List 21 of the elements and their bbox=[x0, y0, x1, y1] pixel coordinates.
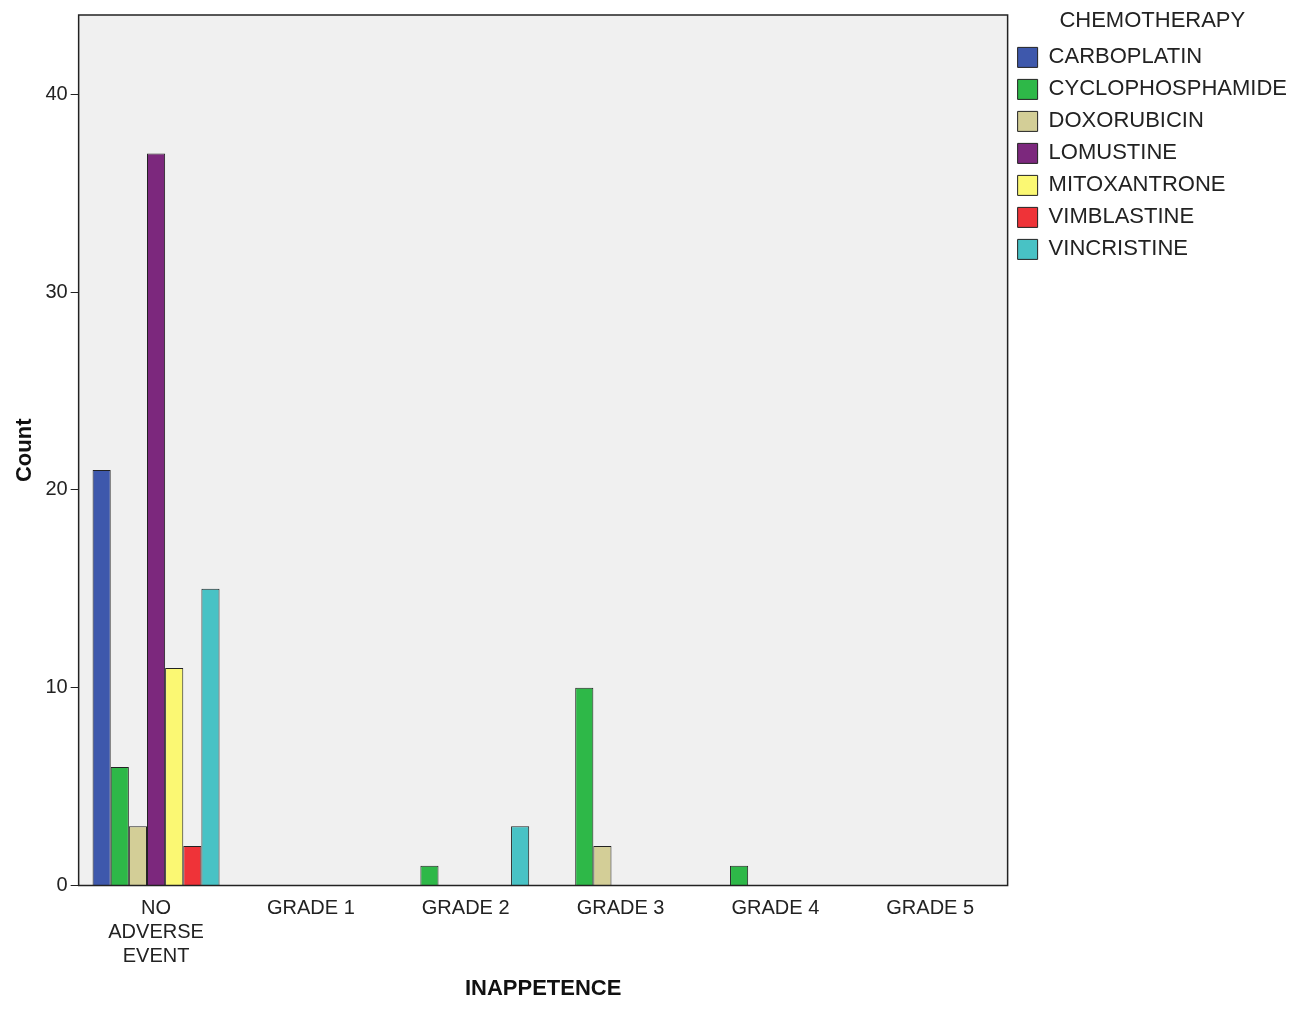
legend-label: CYCLOPHOSPHAMIDE bbox=[1048, 75, 1288, 101]
legend-label: DOXORUBICIN bbox=[1048, 107, 1204, 133]
legend-label: LOMUSTINE bbox=[1048, 139, 1177, 165]
y-tick-label: 40 bbox=[45, 81, 68, 104]
legend-label: VIMBLASTINE bbox=[1048, 203, 1195, 229]
y-tick-label: 10 bbox=[45, 675, 68, 698]
y-tick-label: 30 bbox=[45, 279, 68, 302]
x-tick-label: GRADE 3 bbox=[576, 896, 665, 919]
x-axis-title: INAPPETENCE bbox=[464, 974, 622, 1000]
y-tick-label: 0 bbox=[56, 873, 68, 896]
legend-label: CARBOPLATIN bbox=[1048, 43, 1203, 69]
x-tick-label: GRADE 1 bbox=[266, 896, 355, 919]
legend-label: VINCRISTINE bbox=[1048, 235, 1188, 261]
legend-title: CHEMOTHERAPY bbox=[1059, 7, 1246, 33]
x-tick-label: GRADE 2 bbox=[421, 896, 510, 919]
y-axis-title: Count bbox=[11, 417, 37, 483]
x-tick-label: GRADE 4 bbox=[731, 896, 820, 919]
x-tick-label: GRADE 5 bbox=[886, 896, 975, 919]
y-tick-label: 20 bbox=[45, 477, 68, 500]
x-tick-label: NO ADVERSE EVENT bbox=[108, 896, 204, 967]
legend-label: MITOXANTRONE bbox=[1048, 171, 1226, 197]
